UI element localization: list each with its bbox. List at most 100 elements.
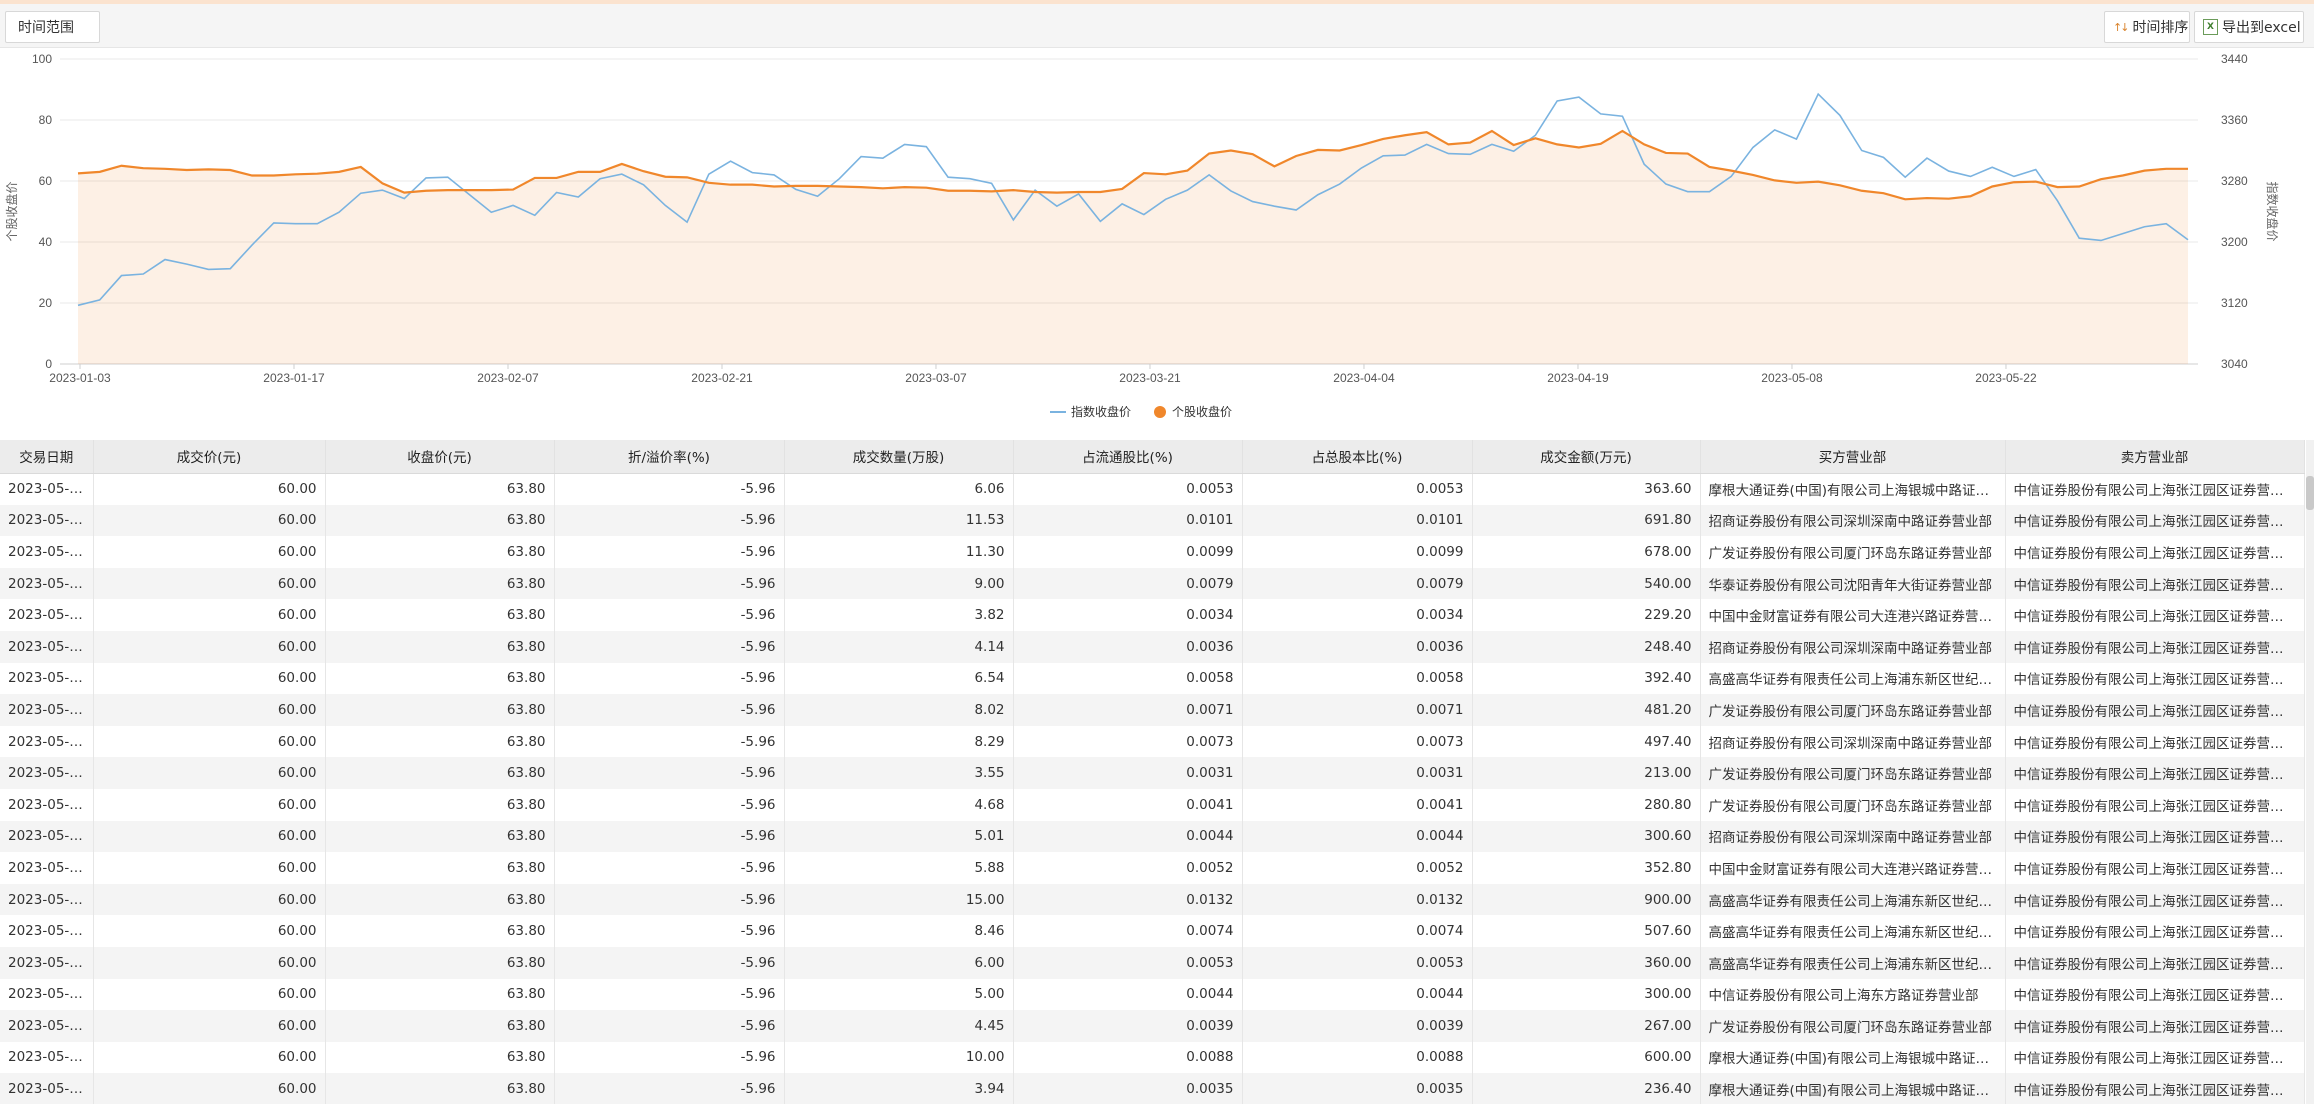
- table-cell: 2023-05-31: [0, 978, 94, 1011]
- right-axis-label: 指数收盘价: [2265, 181, 2280, 241]
- column-header[interactable]: 买方营业部: [1700, 440, 2006, 474]
- table-row[interactable]: 2023-05-31 60.00 63.80 -5.96 8.02 0.0071 0.007…: [0, 694, 2305, 726]
- table-cell: 6.00: [784, 946, 1014, 979]
- price-chart: 100 80 60 40 20 0 3440 3360 3280 3200 3120 3040 个股收盘…: [0, 48, 2314, 440]
- table-row[interactable]: 2023-05-31 60.00 63.80 -5.96 3.94 0.0035 0.003…: [0, 1073, 2305, 1104]
- column-header[interactable]: 成交价(元): [93, 440, 326, 474]
- table-cell: 0.0073: [1013, 725, 1243, 758]
- table-row[interactable]: 2023-05-31 60.00 63.80 -5.96 8.46 0.0074 0.007…: [0, 915, 2305, 947]
- table-row[interactable]: 2023-05-31 60.00 63.80 -5.96 6.06 0.0053 0.005…: [0, 473, 2305, 505]
- time-range-button[interactable]: 时间范围: [5, 11, 100, 43]
- table-cell: 0.0058: [1242, 662, 1473, 695]
- table-cell: 招商证券股份有限公司深圳深南中路证券营业部: [1700, 630, 2006, 663]
- table-scrollbar[interactable]: [2306, 440, 2314, 1104]
- table-row[interactable]: 2023-05-31 60.00 63.80 -5.96 6.54 0.0058 0.005…: [0, 662, 2305, 695]
- column-header[interactable]: 成交金额(万元): [1472, 440, 1701, 474]
- table-cell: 6.54: [784, 662, 1014, 695]
- table-cell: 60.00: [93, 504, 326, 537]
- table-cell: 中信证券股份有限公司上海张江园区证券营业部: [2005, 915, 2305, 947]
- stock-close-line: [77, 129, 2188, 201]
- table-cell: 2023-05-31: [0, 788, 94, 821]
- table-cell: 0.0079: [1013, 567, 1243, 600]
- table-cell: 中信证券股份有限公司上海张江园区证券营业部: [2005, 883, 2305, 916]
- table-cell: -5.96: [554, 820, 785, 853]
- x-axis-tick-label: 2023-05-22: [1975, 371, 2037, 385]
- table-cell: 中信证券股份有限公司上海张江园区证券营业部: [2005, 978, 2305, 1011]
- index-close-line: [77, 92, 2189, 307]
- table-cell: -5.96: [554, 536, 785, 568]
- column-header[interactable]: 折/溢价率(%): [554, 440, 785, 474]
- x-axis-tick-label: 2023-03-07: [905, 371, 967, 385]
- right-axis-tick-label: 3280: [2221, 174, 2248, 188]
- column-header[interactable]: 占流通股比(%): [1013, 440, 1243, 474]
- table-cell: 0.0088: [1013, 1041, 1243, 1074]
- table-cell: 600.00: [1472, 1041, 1701, 1074]
- time-sort-label: 时间排序: [2132, 20, 2189, 36]
- time-sort-button[interactable]: ↑↓ 时间排序: [2104, 11, 2190, 43]
- table-cell: 0.0034: [1242, 599, 1473, 631]
- table-row[interactable]: 2023-05-31 60.00 63.80 -5.96 4.14 0.0036 0.003…: [0, 630, 2305, 663]
- table-cell: -5.96: [554, 662, 785, 695]
- left-axis-tick-label: 60: [39, 174, 53, 188]
- table-row[interactable]: 2023-05-31 60.00 63.80 -5.96 11.53 0.0101 0.01…: [0, 504, 2305, 537]
- table-cell: 0.0088: [1242, 1041, 1473, 1074]
- right-axis-tick-label: 3360: [2221, 113, 2248, 127]
- table-row[interactable]: 2023-05-31 60.00 63.80 -5.96 15.00 0.0132 0.01…: [0, 883, 2305, 916]
- table-cell: 招商证券股份有限公司深圳深南中路证券营业部: [1700, 504, 2006, 537]
- x-axis-tick-label: 2023-04-04: [1333, 371, 1395, 385]
- table-cell: 0.0073: [1242, 725, 1473, 758]
- table-cell: 360.00: [1472, 946, 1701, 979]
- table-row[interactable]: 2023-05-31 60.00 63.80 -5.96 10.00 0.0088 0.00…: [0, 1041, 2305, 1074]
- table-row[interactable]: 2023-05-31 60.00 63.80 -5.96 8.29 0.0073 0.007…: [0, 725, 2305, 758]
- table-cell: 0.0039: [1013, 1010, 1243, 1042]
- table-cell: 2023-05-31: [0, 599, 94, 631]
- export-excel-button[interactable]: X 导出到excel: [2194, 11, 2304, 43]
- left-axis-label: 个股收盘价: [4, 181, 19, 241]
- table-cell: 0.0044: [1242, 978, 1473, 1011]
- table-row[interactable]: 2023-05-31 60.00 63.80 -5.96 6.00 0.0053 0.005…: [0, 946, 2305, 979]
- table-row[interactable]: 2023-05-31 60.00 63.80 -5.96 3.55 0.0031 0.003…: [0, 757, 2305, 789]
- table-cell: 2023-05-31: [0, 1073, 94, 1104]
- column-header[interactable]: 卖方营业部: [2005, 440, 2305, 474]
- table-cell: 63.80: [325, 978, 555, 1011]
- table-cell: 2023-05-31: [0, 725, 94, 758]
- table-cell: 60.00: [93, 1010, 326, 1042]
- table-cell: 中信证券股份有限公司上海张江园区证券营业部: [2005, 946, 2305, 979]
- table-cell: 0.0053: [1242, 473, 1473, 505]
- table-cell: 63.80: [325, 662, 555, 695]
- table-scrollbar-thumb[interactable]: [2306, 476, 2314, 510]
- table-cell: 63.80: [325, 820, 555, 853]
- table-cell: 6.06: [784, 473, 1014, 505]
- table-cell: 4.68: [784, 788, 1014, 821]
- table-header-row: 交易日期 成交价(元) 收盘价(元) 折/溢价率(%) 成交数量(万股) 占流通股比(%)…: [0, 440, 2305, 474]
- table-cell: -5.96: [554, 1073, 785, 1104]
- column-header[interactable]: 收盘价(元): [325, 440, 555, 474]
- table-row[interactable]: 2023-05-31 60.00 63.80 -5.96 4.45 0.0039 0.003…: [0, 1010, 2305, 1042]
- table-cell: 招商证券股份有限公司深圳深南中路证券营业部: [1700, 820, 2006, 853]
- column-header[interactable]: 占总股本比(%): [1242, 440, 1473, 474]
- table-cell: 0.0035: [1242, 1073, 1473, 1104]
- legend-stock-swatch: [1154, 406, 1166, 418]
- table-cell: 2023-05-31: [0, 915, 94, 947]
- column-header[interactable]: 交易日期: [0, 440, 94, 474]
- x-axis-tick-label: 2023-04-19: [1547, 371, 1609, 385]
- table-cell: 60.00: [93, 915, 326, 947]
- table-cell: 广发证券股份有限公司厦门环岛东路证券营业部: [1700, 536, 2006, 568]
- table-row[interactable]: 2023-05-31 60.00 63.80 -5.96 5.00 0.0044 0.004…: [0, 978, 2305, 1011]
- table-cell: 60.00: [93, 757, 326, 789]
- table-cell: 63.80: [325, 694, 555, 726]
- table-cell: 5.01: [784, 820, 1014, 853]
- table-cell: 2023-05-31: [0, 883, 94, 916]
- table-row[interactable]: 2023-05-31 60.00 63.80 -5.96 3.82 0.0034 0.003…: [0, 599, 2305, 631]
- table-row[interactable]: 2023-05-31 60.00 63.80 -5.96 4.68 0.0041 0.004…: [0, 788, 2305, 821]
- table-cell: 60.00: [93, 567, 326, 600]
- table-row[interactable]: 2023-05-31 60.00 63.80 -5.96 5.01 0.0044 0.004…: [0, 820, 2305, 853]
- export-excel-label: 导出到excel: [2222, 20, 2301, 36]
- column-header[interactable]: 成交数量(万股): [784, 440, 1014, 474]
- table-row[interactable]: 2023-05-31 60.00 63.80 -5.96 5.88 0.0052 0.005…: [0, 852, 2305, 884]
- table-cell: 300.60: [1472, 820, 1701, 853]
- table-row[interactable]: 2023-05-31 60.00 63.80 -5.96 9.00 0.0079 0.007…: [0, 567, 2305, 600]
- table-cell: 63.80: [325, 946, 555, 979]
- table-row[interactable]: 2023-05-31 60.00 63.80 -5.96 11.30 0.0099 0.00…: [0, 536, 2305, 568]
- table-cell: 0.0035: [1013, 1073, 1243, 1104]
